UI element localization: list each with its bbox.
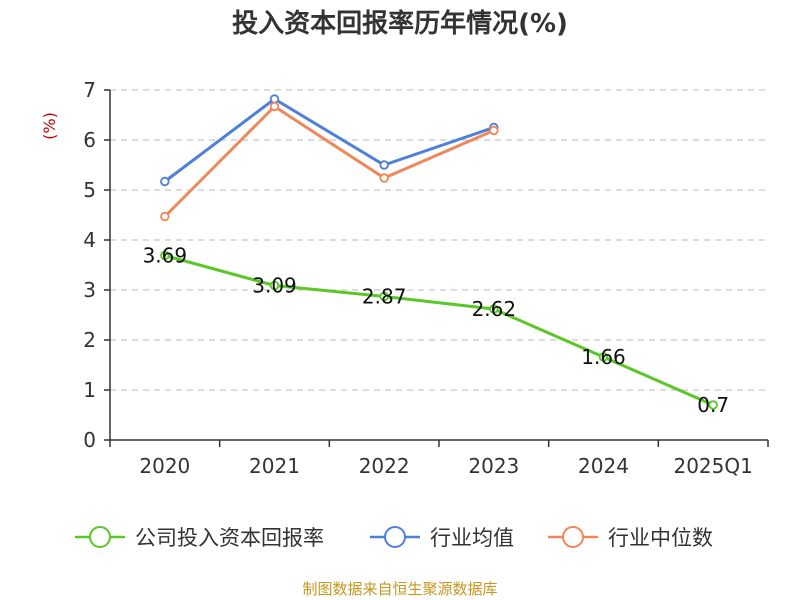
y-tick-label-4: 4 bbox=[83, 228, 96, 252]
series-2-point-1 bbox=[269, 101, 280, 112]
legend-label-0: 公司投入资本回报率 bbox=[135, 526, 324, 550]
data-label-4: 1.66 bbox=[581, 345, 626, 369]
series-2-point-2 bbox=[379, 173, 389, 183]
series-1-point-2 bbox=[379, 160, 389, 170]
series-0-point-4 bbox=[598, 352, 609, 362]
series-line-1 bbox=[163, 97, 495, 183]
series-1-point-0 bbox=[160, 176, 170, 187]
data-label-3: 2.62 bbox=[472, 297, 517, 321]
x-tick-label-2021: 2021 bbox=[249, 454, 300, 478]
legend-item-2[interactable]: 行业中位数 bbox=[548, 526, 713, 550]
grid-lines bbox=[110, 89, 768, 391]
data-label-5: 0.7 bbox=[697, 393, 729, 417]
series-line-2 bbox=[163, 105, 495, 218]
y-tick-label-5: 5 bbox=[83, 178, 96, 202]
legend[interactable]: 公司投入资本回报率 行业均值 行业中位数 bbox=[75, 526, 713, 550]
data-labels: 3.69 3.09 2.87 2.62 1.66 0.7 bbox=[143, 244, 730, 418]
legend-marker-1 bbox=[384, 526, 406, 548]
y-tick-label-3: 3 bbox=[83, 278, 96, 302]
series-lines bbox=[160, 94, 718, 410]
x-tick-label-2025Q1: 2025Q1 bbox=[673, 454, 752, 478]
x-tick-label-2020: 2020 bbox=[139, 454, 190, 478]
series-0-point-1 bbox=[269, 280, 280, 291]
y-tick-label-1: 1 bbox=[83, 378, 96, 402]
legend-label-1: 行业均值 bbox=[430, 526, 514, 550]
legend-item-1[interactable]: 行业均值 bbox=[370, 526, 514, 550]
x-tick-label-2022: 2022 bbox=[359, 454, 410, 478]
y-tick-label-7: 7 bbox=[83, 78, 96, 102]
legend-marker-2 bbox=[562, 526, 584, 548]
series-0-point-2 bbox=[379, 291, 389, 302]
y-tick-label-0: 0 bbox=[83, 428, 96, 452]
chart-title: 投入资本回报率历年情况(%) bbox=[232, 8, 568, 39]
data-label-1: 3.09 bbox=[252, 274, 297, 298]
y-tick-label-2: 2 bbox=[83, 328, 96, 352]
y-tick-label-6: 6 bbox=[83, 128, 96, 152]
data-label-2: 2.87 bbox=[362, 285, 407, 309]
x-tick-label-2023: 2023 bbox=[468, 454, 519, 478]
legend-label-2: 行业中位数 bbox=[608, 526, 713, 550]
series-0-point-3 bbox=[489, 304, 499, 314]
y-axis-unit: (%) bbox=[40, 112, 59, 140]
data-label-0: 3.69 bbox=[143, 244, 188, 268]
axes: 0 1 2 3 4 5 6 7 2020 2021 2022 2023 2024 2025Q1 bbox=[83, 78, 769, 478]
source-note: 制图数据来自恒生聚源数据库 bbox=[302, 580, 497, 598]
legend-item-0[interactable]: 公司投入资本回报率 bbox=[75, 526, 324, 550]
series-line-0 bbox=[164, 254, 714, 407]
legend-marker-0 bbox=[89, 526, 111, 548]
x-tick-label-2024: 2024 bbox=[578, 454, 629, 478]
series-2-point-3 bbox=[489, 125, 499, 136]
series-0-point-5 bbox=[708, 400, 718, 410]
series-2-point-0 bbox=[160, 211, 170, 222]
series-1-point-1 bbox=[269, 94, 280, 104]
series-0-point-0 bbox=[160, 250, 170, 261]
